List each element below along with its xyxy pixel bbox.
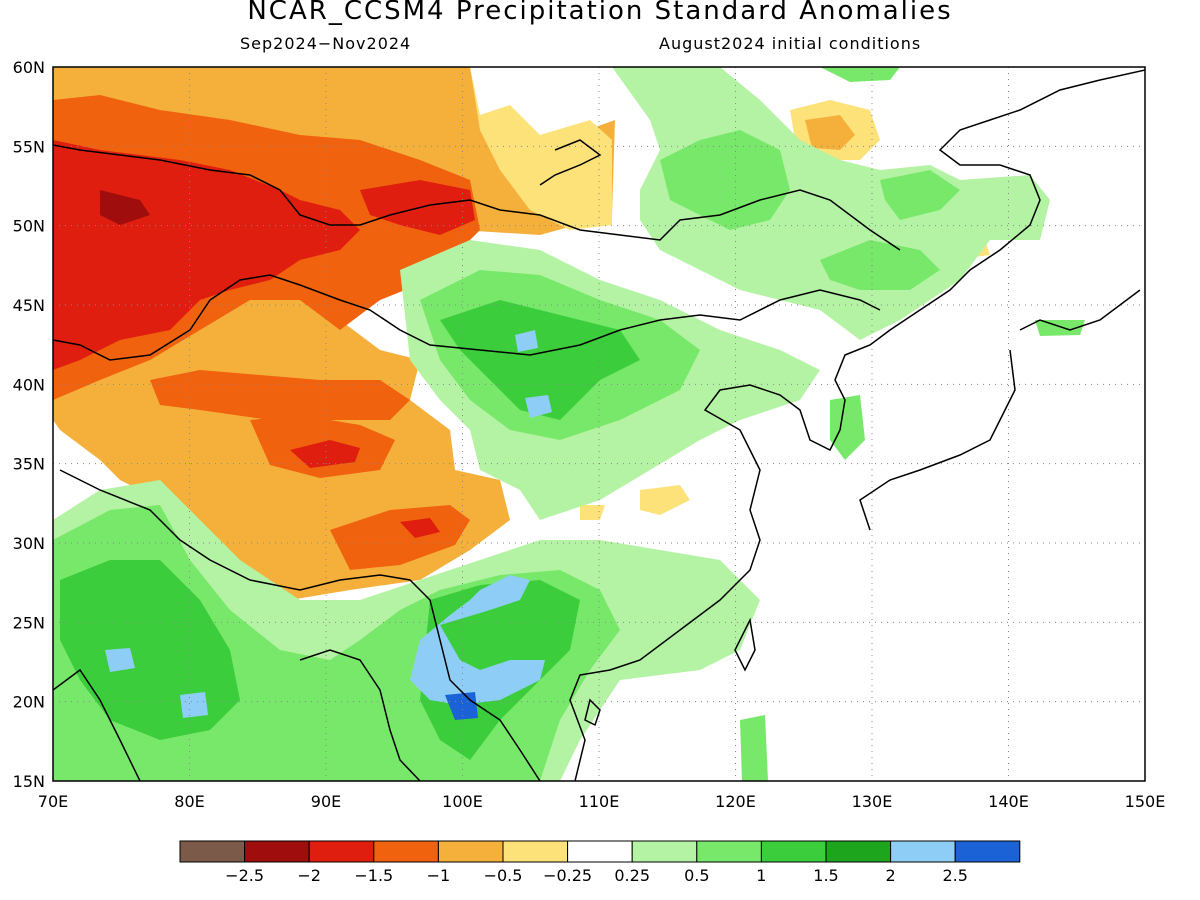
dry-himalaya-core: [400, 518, 440, 538]
colorbar-label: 2.5: [942, 866, 967, 885]
longitude-labels: 70E 80E 90E 100E 110E 120E 130E 140E 150E: [38, 792, 1166, 811]
lat-label: 45N: [13, 296, 45, 315]
slight-dry-spot-2: [580, 505, 605, 520]
colorbar-swatch: [567, 840, 633, 863]
wet-peak-indochina: [410, 575, 545, 705]
lat-label: 40N: [13, 375, 45, 394]
lat-label: 15N: [13, 772, 45, 791]
graticule: [53, 67, 1145, 781]
colorbar-label: 0.5: [684, 866, 709, 885]
colorbar-swatch: [696, 840, 762, 863]
map-title: NCAR_CCSM4 Precipitation Standard Anomal…: [247, 0, 953, 26]
lat-label: 35N: [13, 455, 45, 474]
colorbar-swatch: [244, 840, 310, 863]
wet-north-east-mid-2: [820, 240, 940, 290]
lat-label: 60N: [13, 58, 45, 77]
wet-korea: [830, 395, 865, 460]
lon-label: 130E: [852, 792, 893, 811]
slight-dry-spot-1: [640, 485, 690, 515]
slight-dry-west: [470, 67, 612, 230]
latitude-labels: 60N 55N 50N 45N 40N 35N 30N 25N 20N 15N: [13, 58, 45, 791]
colorbar-label: −0.25: [543, 866, 592, 885]
lat-label: 50N: [13, 217, 45, 236]
colorbar-label: 0.25: [614, 866, 650, 885]
colorbar-swatch: [179, 840, 246, 863]
lon-label: 90E: [311, 792, 341, 811]
colorbar-swatch: [825, 840, 892, 863]
dry-tibet-core: [290, 440, 360, 468]
colorbar-label: 1.5: [813, 866, 838, 885]
initial-conditions: August2024 initial conditions: [659, 34, 922, 53]
colorbar-label: 1: [756, 866, 766, 885]
colorbar: [179, 840, 1021, 863]
colorbar-swatch: [308, 840, 375, 863]
lat-label: 20N: [13, 693, 45, 712]
lon-label: 120E: [715, 792, 756, 811]
forecast-period: Sep2024−Nov2024: [240, 34, 412, 53]
colorbar-swatch: [373, 840, 439, 863]
wet-peak-india-1: [105, 648, 135, 672]
colorbar-label: −1.5: [354, 866, 393, 885]
moderate-dry-east: [805, 115, 855, 150]
lon-label: 150E: [1125, 792, 1166, 811]
lat-label: 30N: [13, 534, 45, 553]
colorbar-swatch: [954, 840, 1021, 863]
wet-taiwan-area: [740, 715, 768, 781]
colorbar-swatch: [631, 840, 698, 863]
lon-label: 140E: [988, 792, 1029, 811]
wet-central-peak-1: [515, 330, 538, 352]
wet-central-core: [440, 300, 640, 420]
wet-far-north: [820, 67, 900, 82]
colorbar-label: −0.5: [484, 866, 523, 885]
colorbar-label: −2: [297, 866, 321, 885]
wet-north-east-mid: [660, 130, 790, 230]
coastlines: [53, 69, 1145, 781]
lon-label: 110E: [579, 792, 620, 811]
lon-label: 70E: [38, 792, 68, 811]
colorbar-label: −2.5: [225, 866, 264, 885]
colorbar-labels: −2.5 −2 −1.5 −1 −0.5 −0.25 0.25 0.5 1 1.5 2 2.5: [225, 866, 968, 885]
anomaly-fields: [53, 67, 1145, 781]
colorbar-label: −1: [427, 866, 451, 885]
driest-patch: [100, 190, 150, 225]
wet-japan: [1035, 320, 1085, 336]
colorbar-swatch: [437, 840, 504, 863]
wet-central-peak-2: [525, 395, 552, 418]
map-frame: [52, 66, 1146, 782]
lat-label: 55N: [13, 137, 45, 156]
dry-central-asia: [150, 370, 410, 420]
lon-label: 100E: [442, 792, 483, 811]
wet-peak-india-2: [180, 692, 208, 718]
lon-label: 80E: [174, 792, 204, 811]
colorbar-swatch: [502, 840, 569, 863]
colorbar-swatch: [890, 840, 956, 863]
colorbar-swatch: [760, 840, 827, 863]
dry-himalaya: [330, 505, 470, 570]
lat-label: 25N: [13, 613, 45, 632]
wet-north-east-mid-3: [880, 170, 960, 220]
colorbar-label: 2: [886, 866, 896, 885]
